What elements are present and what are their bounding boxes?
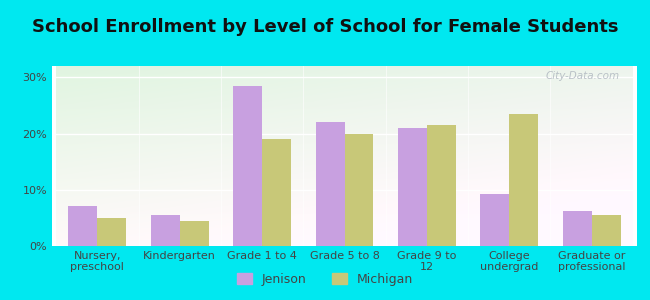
Bar	[262, 139, 291, 246]
Legend: Jenison, Michigan: Jenison, Michigan	[232, 268, 418, 291]
Text: School Enrollment by Level of School for Female Students: School Enrollment by Level of School for…	[32, 18, 618, 36]
Bar	[563, 211, 592, 246]
Bar	[233, 86, 262, 246]
Bar	[510, 114, 538, 246]
Bar	[98, 218, 126, 246]
Bar	[592, 215, 621, 246]
Bar	[179, 221, 209, 246]
Bar	[68, 206, 98, 246]
Bar	[344, 134, 373, 246]
Text: City-Data.com: City-Data.com	[545, 71, 619, 81]
Bar	[480, 194, 510, 246]
Bar	[316, 122, 344, 246]
Bar	[427, 125, 456, 246]
Bar	[398, 128, 427, 246]
Bar	[151, 215, 179, 246]
